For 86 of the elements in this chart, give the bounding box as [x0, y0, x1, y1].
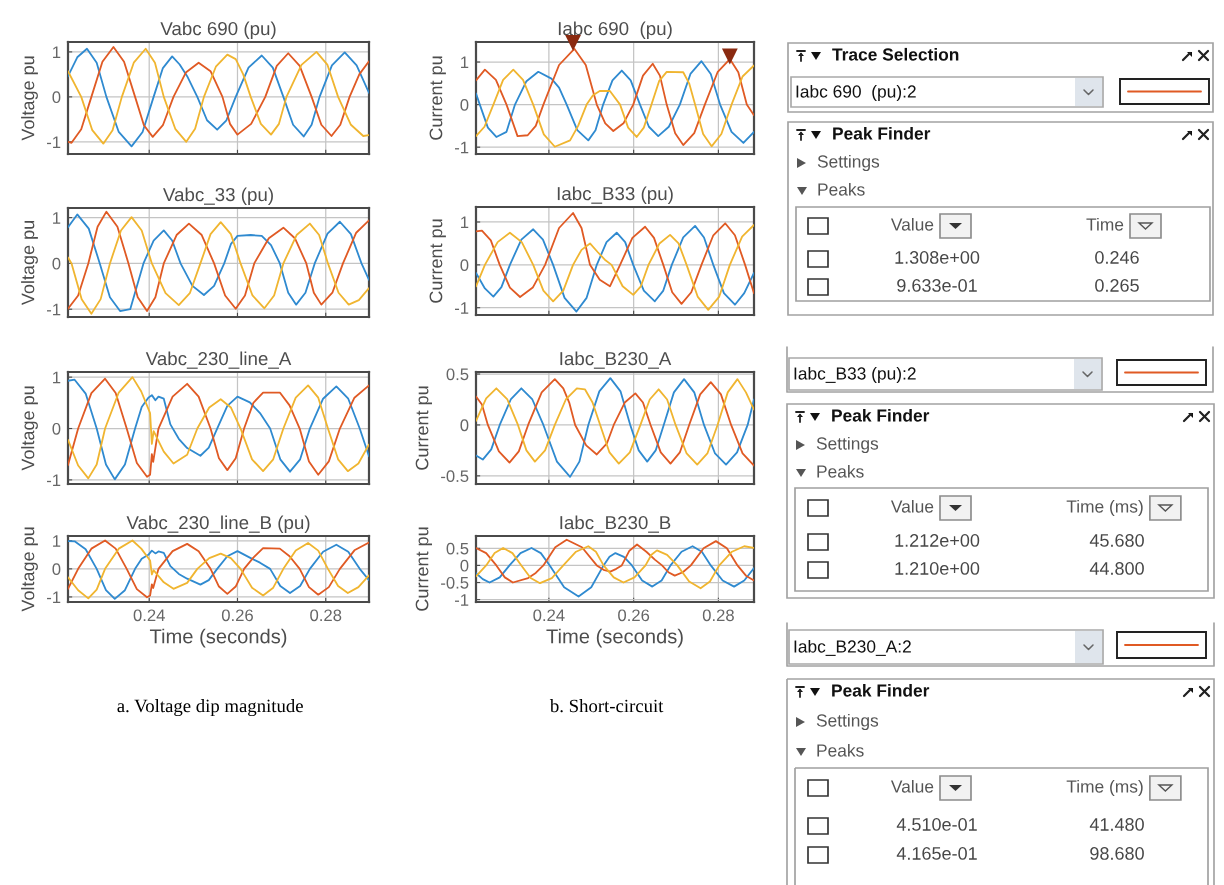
y-tick-label: 0: [460, 99, 469, 111]
y-tick-label: -1: [46, 591, 61, 603]
y-tick-label: -0.5: [441, 576, 469, 589]
x-tick-label: 0.24: [133, 609, 165, 622]
text: a. Voltage dip magnitude: [117, 699, 303, 717]
x-tick-label: 0.24: [533, 609, 565, 622]
text: Trace Selection: [832, 47, 959, 61]
x-tick-label: 0.26: [618, 609, 650, 622]
x-tick-label: 0.26: [221, 609, 253, 622]
text: Time: [1086, 217, 1124, 231]
text: Iabc 690 (pu):2: [796, 84, 916, 102]
text: Peak Finder: [832, 683, 930, 697]
y-tick-label: -1: [454, 141, 469, 154]
y-axis-title: Voltage pu: [21, 527, 38, 612]
y-axis-title: Current pu: [415, 386, 433, 470]
x-axis-title: Time (seconds): [546, 628, 683, 648]
chart-title: Iabc 690 (pu): [558, 21, 672, 39]
line-series: [476, 545, 754, 598]
y-tick-label: 1: [53, 535, 61, 547]
chart-title: Iabc_B33 (pu): [557, 186, 673, 204]
y-tick-label: 1: [53, 371, 61, 384]
y-tick-label: -1: [46, 474, 61, 486]
chart-title: Iabc_B230_B: [560, 515, 671, 533]
text: b. Short-circuit: [549, 699, 664, 713]
chart-title: Vabc_230_line_B (pu): [126, 515, 310, 533]
text: Time (ms): [1066, 779, 1143, 797]
x-tick-label: 0.28: [702, 609, 734, 622]
line-series: [476, 538, 754, 584]
y-tick-label: 0: [460, 419, 469, 432]
y-tick-label: -0.5: [441, 470, 469, 483]
chart-title: Iabc_B230_A: [560, 351, 672, 369]
text: 1.210e+00: [895, 562, 980, 575]
y-tick-label: 0: [52, 422, 61, 435]
x-tick-label: 0.28: [310, 609, 342, 622]
y-tick-label: 1: [53, 212, 61, 224]
text: Settings: [817, 154, 880, 172]
text: Time (ms): [1066, 499, 1143, 517]
text: Value: [890, 779, 934, 793]
text: Peak Finder: [832, 408, 930, 422]
text: 98.680: [1090, 847, 1144, 860]
y-tick-label: -1: [46, 136, 61, 148]
text: Peaks: [818, 182, 865, 196]
y-tick-label: 0.5: [446, 542, 469, 555]
y-tick-label: 0: [52, 91, 61, 104]
text: 44.800: [1089, 562, 1144, 575]
text: Peak Finder: [833, 126, 931, 140]
y-axis-title: Voltage pu: [21, 56, 38, 141]
text: 1.308e+00: [895, 251, 980, 264]
text: 0.246: [1095, 251, 1139, 264]
y-tick-label: 0: [52, 563, 61, 576]
text: 45.680: [1089, 534, 1144, 547]
y-axis-title: Voltage pu: [21, 386, 38, 471]
text: 4.510e-01: [896, 818, 977, 831]
y-tick-label: 1: [53, 46, 61, 58]
y-tick-label: 1: [461, 216, 469, 229]
text: 41.480: [1089, 818, 1144, 831]
y-axis-title: Current pu: [429, 56, 446, 140]
y-tick-label: -1: [46, 303, 61, 316]
y-axis-title: Current pu: [415, 527, 433, 611]
line-series: [476, 545, 754, 590]
text: 9.633e-01: [897, 279, 977, 292]
chart-title: Vabc_230_line_A: [145, 351, 292, 369]
y-tick-label: 0: [52, 257, 61, 270]
text: Peaks: [817, 743, 864, 757]
text: 4.165e-01: [896, 847, 977, 860]
y-tick-label: 0.5: [446, 368, 469, 381]
text: Settings: [816, 713, 879, 731]
text: Peaks: [817, 464, 864, 478]
y-tick-label: -1: [454, 594, 469, 606]
y-tick-label: 0: [460, 259, 469, 272]
chart-title: Vabc 690 (pu): [160, 21, 276, 39]
chart-title: Vabc_33 (pu): [162, 187, 273, 205]
text: Settings: [816, 436, 879, 454]
y-axis-title: Voltage pu: [21, 221, 38, 306]
y-tick-label: -1: [454, 302, 469, 314]
text: 1.212e+00: [895, 534, 980, 547]
text: Value: [890, 499, 934, 513]
line-series: [476, 212, 754, 305]
y-tick-label: 0: [460, 559, 469, 572]
text: Value: [890, 217, 934, 231]
x-axis-title: Time (seconds): [149, 628, 287, 648]
y-axis-title: Current pu: [429, 219, 446, 303]
y-tick-label: 1: [461, 56, 469, 69]
text: Iabc_B33 (pu):2: [794, 366, 916, 384]
text: Iabc_B230_A:2: [794, 639, 911, 656]
text: 0.265: [1095, 279, 1139, 292]
